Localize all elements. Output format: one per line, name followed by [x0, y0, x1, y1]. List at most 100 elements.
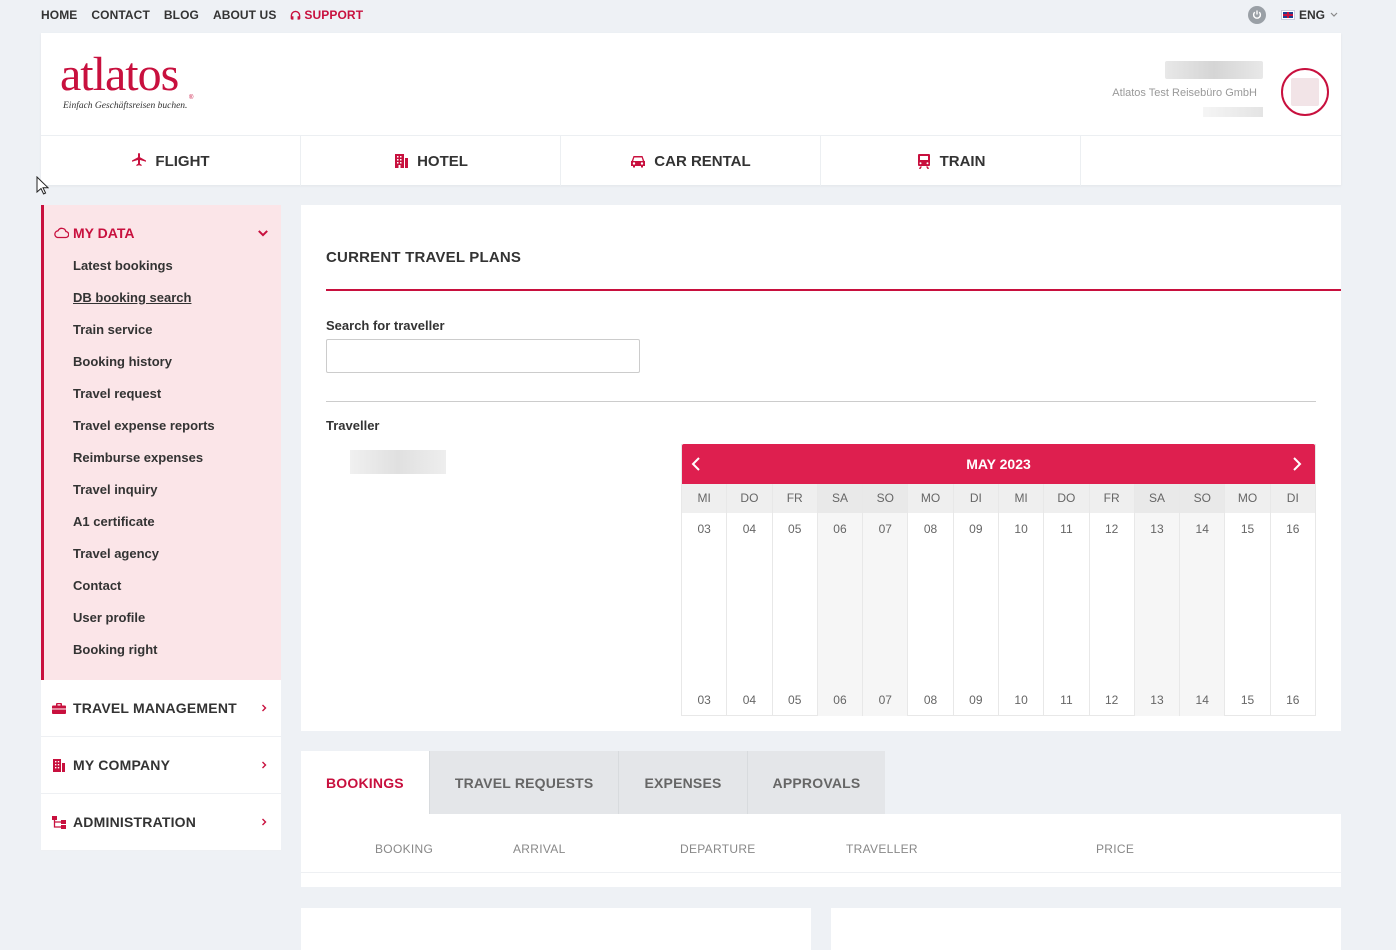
- calendar-day-column[interactable]: SA 13 13: [1134, 484, 1181, 716]
- day-number-bottom: 14: [1195, 693, 1209, 707]
- sidebar-my-data: MY DATA Latest bookings DB booking searc…: [41, 205, 281, 680]
- day-number-top: 08: [923, 522, 938, 536]
- travel-management-label: TRAVEL MANAGEMENT: [73, 700, 237, 716]
- search-traveller-label: Search for traveller: [326, 318, 445, 333]
- sitemap-icon: [52, 815, 66, 829]
- day-number-top: 05: [788, 522, 802, 536]
- nav-blog-link[interactable]: BLOG: [163, 8, 199, 22]
- chevron-right-icon: [262, 704, 267, 712]
- sidebar-item-db-booking-search[interactable]: DB booking search: [73, 290, 192, 305]
- calendar-day-column[interactable]: DI 16 16: [1270, 484, 1315, 716]
- logo-tagline: Einfach Geschäftsreisen buchen.: [63, 101, 188, 111]
- sidebar-item-travel-request[interactable]: Travel request: [73, 386, 162, 401]
- sidebar-item-travel-expense-reports[interactable]: Travel expense reports: [73, 418, 215, 433]
- day-number-bottom: 07: [878, 693, 892, 707]
- registered-mark: ®: [189, 95, 194, 101]
- chevron-right-icon[interactable]: [1290, 456, 1304, 472]
- sidebar-item-booking-history[interactable]: Booking history: [73, 354, 172, 369]
- nav-about-link[interactable]: ABOUT US: [212, 8, 277, 22]
- nav-home-link[interactable]: HOME: [41, 8, 78, 22]
- column-header-traveller[interactable]: TRAVELLER: [846, 842, 918, 856]
- chevron-left-icon[interactable]: [689, 456, 703, 472]
- redacted-traveller-name[interactable]: [350, 450, 446, 474]
- tab-flight[interactable]: FLIGHT: [41, 136, 301, 186]
- page-title: CURRENT TRAVEL PLANS: [326, 249, 522, 266]
- search-traveller-input[interactable]: [326, 339, 640, 373]
- weekday-label: DI: [953, 484, 998, 513]
- traveller-label: Traveller: [326, 418, 380, 433]
- avatar-image: [1291, 78, 1319, 106]
- avatar[interactable]: [1281, 68, 1329, 116]
- calendar-day-column[interactable]: DI 09 09: [953, 484, 999, 716]
- sidebar-item-user-profile[interactable]: User profile: [73, 610, 146, 625]
- tab-expenses[interactable]: EXPENSES: [619, 751, 748, 814]
- day-number-top: 04: [742, 522, 757, 536]
- calendar-day-column[interactable]: DO 11 11: [1044, 484, 1090, 716]
- calendar-day-column[interactable]: MO 15 15: [1225, 484, 1271, 716]
- top-nav: HOME CONTACT BLOG ABOUT US SUPPORT: [41, 0, 377, 30]
- calendar-day-column[interactable]: DO 04 04: [727, 484, 773, 716]
- header-card: atlatos Einfach Geschäftsreisen buchen. …: [41, 33, 1341, 186]
- company-name: Atlatos Test Reisebüro GmbH: [1112, 87, 1257, 99]
- day-number-top: 15: [1240, 522, 1255, 536]
- day-number-bottom: 04: [742, 693, 757, 707]
- calendar-day-column[interactable]: FR 05 05: [772, 484, 818, 716]
- atlatos-logo[interactable]: atlatos Einfach Geschäftsreisen buchen. …: [60, 48, 193, 112]
- column-header-price[interactable]: PRICE: [1096, 842, 1135, 856]
- tab-travel-requests[interactable]: TRAVEL REQUESTS: [429, 751, 620, 814]
- sidebar-item-travel-inquiry[interactable]: Travel inquiry: [73, 482, 158, 497]
- language-selector[interactable]: ENG: [1280, 8, 1338, 22]
- day-number-bottom: 03: [697, 693, 711, 707]
- my-data-title: MY DATA: [73, 225, 135, 241]
- sidebar-item-booking-right[interactable]: Booking right: [73, 642, 158, 657]
- sidebar-item-travel-agency[interactable]: Travel agency: [73, 546, 159, 561]
- my-data-header[interactable]: MY DATA: [44, 222, 281, 244]
- weekday-label: SA: [1134, 484, 1180, 513]
- tab-hotel[interactable]: HOTEL: [301, 136, 561, 186]
- sidebar-administration[interactable]: ADMINISTRATION: [41, 794, 281, 851]
- calendar-day-column[interactable]: MO 08 08: [908, 484, 954, 716]
- sidebar-item-latest-bookings[interactable]: Latest bookings: [73, 258, 173, 273]
- tab-approvals[interactable]: APPROVALS: [747, 751, 886, 814]
- day-number-bottom: 15: [1240, 693, 1255, 707]
- column-header-arrival[interactable]: ARRIVAL: [513, 842, 566, 856]
- calendar-day-column[interactable]: MI 03 03: [682, 484, 728, 716]
- administration-label: ADMINISTRATION: [73, 814, 197, 830]
- sidebar-travel-management[interactable]: TRAVEL MANAGEMENT: [41, 680, 281, 737]
- bookings-table: BOOKING ARRIVAL DEPARTURE TRAVELLER PRIC…: [301, 814, 1341, 887]
- weekday-label: MO: [908, 484, 953, 513]
- nav-support-link[interactable]: SUPPORT: [290, 8, 363, 22]
- car-icon: [631, 156, 646, 168]
- tab-bookings[interactable]: BOOKINGS: [301, 751, 430, 814]
- day-number-top: 09: [969, 522, 983, 536]
- calendar-day-column[interactable]: SO 14 14: [1180, 484, 1226, 716]
- calendar-day-column[interactable]: SO 07 07: [863, 484, 909, 716]
- calendar-day-column[interactable]: MI 10 10: [998, 484, 1045, 716]
- day-number-top: 07: [878, 522, 892, 536]
- day-number-bottom: 11: [1060, 693, 1073, 707]
- column-header-departure[interactable]: DEPARTURE: [680, 842, 756, 856]
- sidebar-item-contact[interactable]: Contact: [73, 578, 122, 593]
- headset-icon: [291, 10, 301, 20]
- calendar-day-column[interactable]: SA 06 06: [817, 484, 864, 716]
- cloud-icon: [54, 227, 69, 239]
- day-number-bottom: 12: [1104, 693, 1119, 707]
- calendar-day-column[interactable]: FR 12 12: [1089, 484, 1135, 716]
- sidebar-item-reimburse-expenses[interactable]: Reimburse expenses: [73, 450, 204, 465]
- nav-contact-link[interactable]: CONTACT: [91, 8, 150, 22]
- sidebar-my-company[interactable]: MY COMPANY: [41, 737, 281, 794]
- column-header-booking[interactable]: BOOKING: [375, 842, 434, 856]
- logout-power-icon[interactable]: [1247, 6, 1266, 24]
- tab-train[interactable]: TRAIN: [821, 136, 1081, 186]
- sidebar-item-train-service[interactable]: Train service: [73, 322, 153, 337]
- plane-icon: [132, 153, 147, 166]
- logo-wordmark: atlatos: [60, 48, 179, 101]
- building-icon: [53, 758, 65, 772]
- account-info: Atlatos Test Reisebüro GmbH: [1112, 61, 1263, 117]
- tab-car-rental[interactable]: CAR RENTAL: [561, 136, 821, 186]
- sidebar-item-a1-certificate[interactable]: A1 certificate: [73, 514, 155, 529]
- weekday-label: DO: [727, 484, 772, 513]
- weekday-label: FR: [1089, 484, 1134, 513]
- weekday-label: FR: [772, 484, 817, 513]
- weekday-label: DO: [1044, 484, 1089, 513]
